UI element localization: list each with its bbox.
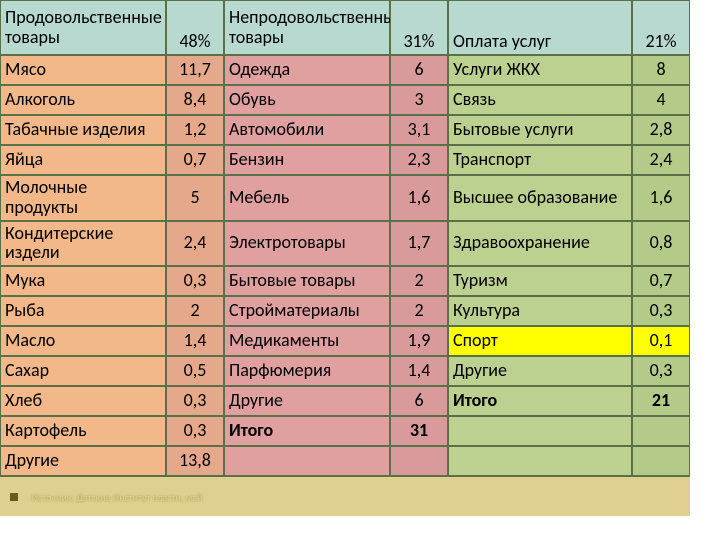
service-val-2: 2,8: [632, 115, 690, 145]
bullet-icon: [10, 493, 18, 501]
nonfood-item-7: Стройматериалы: [224, 296, 390, 326]
food-val-10: 0,3: [166, 386, 224, 416]
food-val-6: 0,3: [166, 266, 224, 296]
service-val-1: 4: [632, 85, 690, 115]
food-item-3: Яйца: [0, 145, 166, 175]
service-val-6: 0,7: [632, 266, 690, 296]
nonfood-val-2: 3,1: [390, 115, 448, 145]
food-item-8: Масло: [0, 326, 166, 356]
nonfood-item-4: Мебель: [224, 175, 390, 221]
service-item-9: Другие: [448, 356, 632, 386]
footer: Источник: Датские Институт власти, май: [0, 476, 690, 516]
nonfood-val-7: 2: [390, 296, 448, 326]
nonfood-item-12: [224, 446, 390, 476]
service-item-12: [448, 446, 632, 476]
nonfood-val-4: 1,6: [390, 175, 448, 221]
nonfood-item-10: Другие: [224, 386, 390, 416]
service-item-3: Транспорт: [448, 145, 632, 175]
service-item-6: Туризм: [448, 266, 632, 296]
expenditure-table: Продовольственные товары48%Непродовольст…: [0, 0, 690, 476]
food-item-11: Картофель: [0, 416, 166, 446]
service-item-10: Итого: [448, 386, 632, 416]
header-nonfood-pct: 31%: [390, 0, 448, 55]
service-val-12: [632, 446, 690, 476]
service-item-8: Спорт: [448, 326, 632, 356]
header-nonfood-label: Непродовольственные товары: [224, 0, 390, 55]
nonfood-item-8: Медикаменты: [224, 326, 390, 356]
nonfood-item-1: Обувь: [224, 85, 390, 115]
service-val-9: 0,3: [632, 356, 690, 386]
nonfood-item-9: Парфюмерия: [224, 356, 390, 386]
nonfood-val-5: 1,7: [390, 221, 448, 267]
service-val-0: 8: [632, 55, 690, 85]
nonfood-val-12: [390, 446, 448, 476]
food-item-10: Хлеб: [0, 386, 166, 416]
nonfood-item-3: Бензин: [224, 145, 390, 175]
food-val-2: 1,2: [166, 115, 224, 145]
food-val-3: 0,7: [166, 145, 224, 175]
service-item-0: Услуги ЖКХ: [448, 55, 632, 85]
service-item-7: Культура: [448, 296, 632, 326]
nonfood-val-11: 31: [390, 416, 448, 446]
nonfood-val-0: 6: [390, 55, 448, 85]
food-val-5: 2,4: [166, 221, 224, 267]
food-val-11: 0,3: [166, 416, 224, 446]
food-item-0: Мясо: [0, 55, 166, 85]
food-item-7: Рыба: [0, 296, 166, 326]
food-val-9: 0,5: [166, 356, 224, 386]
nonfood-val-3: 2,3: [390, 145, 448, 175]
header-services-label: Оплата услуг: [448, 0, 632, 55]
food-item-6: Мука: [0, 266, 166, 296]
nonfood-item-5: Электротовары: [224, 221, 390, 267]
service-val-5: 0,8: [632, 221, 690, 267]
service-val-3: 2,4: [632, 145, 690, 175]
footer-text: Источник: Датские Институт власти, май: [32, 491, 203, 504]
header-services-pct: 21%: [632, 0, 690, 55]
header-food-label: Продовольственные товары: [0, 0, 166, 55]
nonfood-item-0: Одежда: [224, 55, 390, 85]
food-val-1: 8,4: [166, 85, 224, 115]
service-val-7: 0,3: [632, 296, 690, 326]
service-item-1: Связь: [448, 85, 632, 115]
food-val-0: 11,7: [166, 55, 224, 85]
food-item-5: Кондитерские издели: [0, 221, 166, 267]
food-item-12: Другие: [0, 446, 166, 476]
service-item-5: Здравоохранение: [448, 221, 632, 267]
service-item-2: Бытовые услуги: [448, 115, 632, 145]
header-food-pct: 48%: [166, 0, 224, 55]
service-val-11: [632, 416, 690, 446]
nonfood-item-11: Итого: [224, 416, 390, 446]
service-val-4: 1,6: [632, 175, 690, 221]
food-val-7: 2: [166, 296, 224, 326]
service-item-4: Высшее образование: [448, 175, 632, 221]
food-val-4: 5: [166, 175, 224, 221]
nonfood-item-6: Бытовые товары: [224, 266, 390, 296]
food-item-9: Сахар: [0, 356, 166, 386]
service-val-10: 21: [632, 386, 690, 416]
food-val-8: 1,4: [166, 326, 224, 356]
food-val-12: 13,8: [166, 446, 224, 476]
service-item-11: [448, 416, 632, 446]
service-val-8: 0,1: [632, 326, 690, 356]
nonfood-val-10: 6: [390, 386, 448, 416]
nonfood-val-8: 1,9: [390, 326, 448, 356]
nonfood-val-9: 1,4: [390, 356, 448, 386]
food-item-2: Табачные изделия: [0, 115, 166, 145]
nonfood-val-6: 2: [390, 266, 448, 296]
nonfood-val-1: 3: [390, 85, 448, 115]
food-item-4: Молочные продукты: [0, 175, 166, 221]
food-item-1: Алкоголь: [0, 85, 166, 115]
nonfood-item-2: Автомобили: [224, 115, 390, 145]
